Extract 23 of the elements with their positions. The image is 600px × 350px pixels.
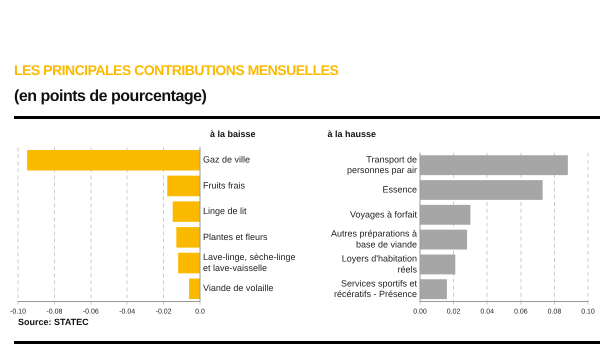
y-tick-label: Transport de personnes par air <box>346 154 417 176</box>
bar <box>420 254 456 274</box>
y-tick-label: Essence <box>382 184 417 194</box>
chart-subtitle: (en points de pourcentage) <box>14 88 206 106</box>
bar <box>420 204 470 225</box>
y-tick-label: Viande de volaille <box>203 283 274 294</box>
bar <box>420 155 568 176</box>
y-tick-label: Loyers d'habitation réels <box>342 253 418 274</box>
y-tick-label: Autres préparations à base de viande <box>330 228 417 250</box>
y-tick-label: Plantes et fleurs <box>203 232 268 242</box>
y-tick-label: Voyages à forfait <box>350 209 418 220</box>
text: à la hausse <box>327 129 376 139</box>
chart-title: LES PRINCIPALES CONTRIBUTIONS MENSUELLES <box>14 62 338 78</box>
source-note: Source: STATEC <box>18 317 89 327</box>
bar <box>420 230 468 250</box>
y-tick-label: Lave-linge, sèche-linge et lave-vaisselle <box>203 252 296 273</box>
bar <box>420 279 447 300</box>
y-tick-label: Gaz de ville <box>203 154 250 165</box>
text: à la baisse <box>210 129 256 139</box>
y-tick-label: Fruits frais <box>203 180 246 190</box>
y-tick-label: Services sportifs et récératifs - Présence <box>334 278 418 300</box>
bar <box>420 180 543 200</box>
y-tick-label: Linge de lit <box>203 206 248 216</box>
